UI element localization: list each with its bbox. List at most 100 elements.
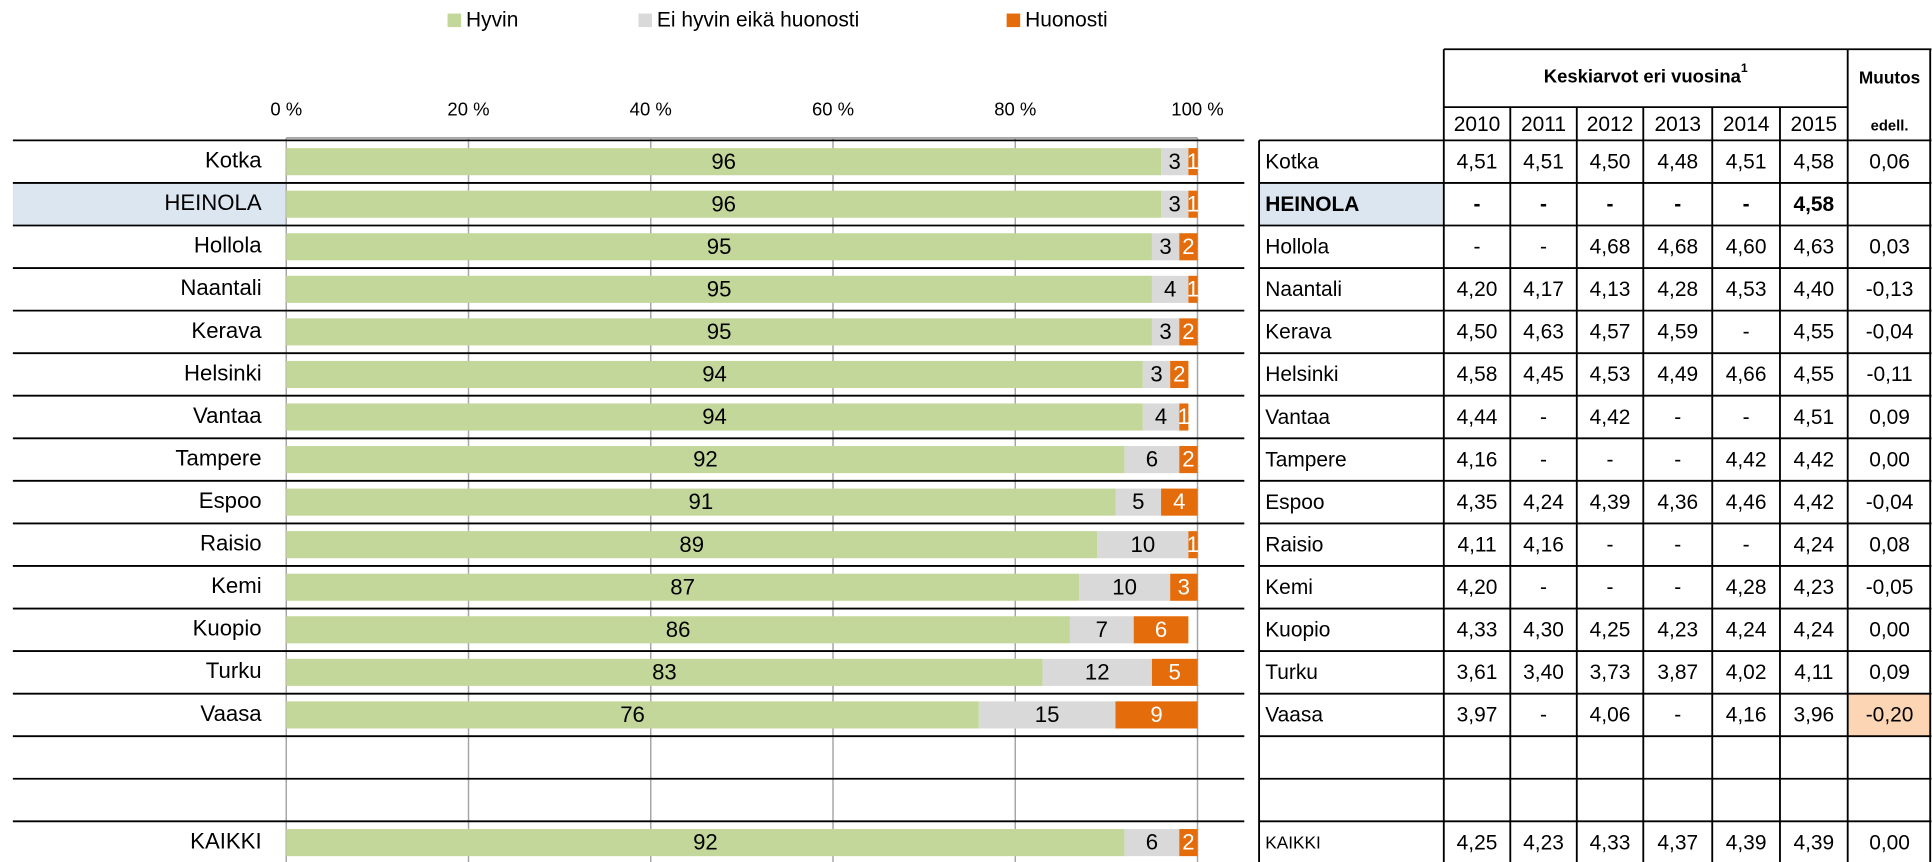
cell-value: 4,16 <box>1523 533 1564 556</box>
cell-value: 4,06 <box>1590 704 1631 727</box>
bar-value-label: 86 <box>666 617 691 642</box>
category-label: Kemi <box>211 573 261 598</box>
bar-value-label: 3 <box>1159 319 1171 344</box>
table-title-note: 1 <box>1741 61 1748 75</box>
cell-value: 4,28 <box>1657 278 1698 301</box>
cell-value: 4,33 <box>1457 619 1498 642</box>
bar-value-label: 6 <box>1146 447 1158 472</box>
cell-value: 4,49 <box>1657 363 1698 386</box>
cell-value: - <box>1607 193 1614 216</box>
x-tick-label: 20 % <box>447 99 489 120</box>
cell-value: 4,51 <box>1793 406 1834 429</box>
bar-value-label: 12 <box>1085 659 1110 684</box>
category-label: Turku <box>206 658 262 683</box>
bar-segment <box>1179 318 1198 346</box>
bar-value-label: 95 <box>707 319 732 344</box>
category-label: Hollola <box>194 233 262 258</box>
legend-swatch <box>447 13 462 28</box>
change-value: -0,04 <box>1866 491 1914 514</box>
category-label: Tampere <box>175 445 261 470</box>
cell-value: - <box>1607 576 1614 599</box>
bar-value-label: 1 <box>1187 276 1199 301</box>
cell-value: 4,55 <box>1793 363 1834 386</box>
cell-value: 4,39 <box>1590 491 1631 514</box>
bar-value-label: 6 <box>1146 830 1158 855</box>
bar-value-label: 76 <box>620 702 645 727</box>
bar-value-label: 7 <box>1096 617 1108 642</box>
change-value: 0,03 <box>1869 236 1910 259</box>
cell-value: - <box>1540 406 1547 429</box>
bar-value-label: 15 <box>1035 702 1060 727</box>
bar-segment <box>286 573 1080 601</box>
bar-value-label: 96 <box>711 191 736 216</box>
table-title-text: Keskiarvot eri vuosina <box>1544 65 1742 86</box>
cell-value: 4,50 <box>1590 150 1631 173</box>
bar-value-label: 4 <box>1155 404 1167 429</box>
cell-value: 3,97 <box>1457 704 1498 727</box>
cell-value: 3,73 <box>1590 661 1631 684</box>
bar-segment <box>1124 446 1180 474</box>
cell-value: - <box>1674 448 1681 471</box>
cell-value: 4,42 <box>1793 491 1834 514</box>
bar-segment <box>286 531 1098 559</box>
cell-value: 4,24 <box>1793 619 1834 642</box>
bar-segment <box>286 318 1152 346</box>
bar-segment <box>1188 275 1198 303</box>
cell-value: 4,17 <box>1523 278 1564 301</box>
change-value: -0,13 <box>1866 278 1914 301</box>
cell-value: - <box>1674 406 1681 429</box>
cell-value: 4,63 <box>1793 236 1834 259</box>
bar-value-label: 95 <box>707 234 732 259</box>
cell-value: 3,87 <box>1657 661 1698 684</box>
bar-segment <box>1133 616 1189 644</box>
bar-segment <box>1042 658 1152 686</box>
bar-segment <box>978 701 1116 729</box>
bar-value-label: 3 <box>1178 574 1190 599</box>
cell-value: 4,68 <box>1657 236 1698 259</box>
cell-value: - <box>1474 193 1481 216</box>
cell-value: 4,23 <box>1523 831 1564 854</box>
bar-segment <box>1170 360 1189 388</box>
highlight-cell <box>12 182 287 226</box>
bar-segment <box>1161 190 1189 218</box>
bar-segment <box>1142 403 1180 431</box>
cell-value: - <box>1674 704 1681 727</box>
category-label: Kotka <box>205 148 262 173</box>
bar-segment <box>1151 658 1198 686</box>
cell-value: 4,11 <box>1457 533 1496 556</box>
bar-segment <box>1161 148 1189 176</box>
x-tick-label: 0 % <box>270 99 302 120</box>
bar-segment <box>286 616 1070 644</box>
bar-segment <box>1179 403 1189 431</box>
cell-value: 4,33 <box>1590 831 1631 854</box>
category-label: Naantali <box>180 275 261 300</box>
change-value: 0,00 <box>1869 831 1910 854</box>
bar-value-label: 92 <box>693 447 718 472</box>
category-label: Kuopio <box>193 616 262 641</box>
bar-segment <box>286 233 1152 261</box>
cell-value: 4,16 <box>1457 448 1498 471</box>
cell-value: 4,53 <box>1590 363 1631 386</box>
cell-value: 4,50 <box>1457 321 1498 344</box>
column-header: 2013 <box>1654 113 1701 136</box>
cell-value: 4,55 <box>1793 321 1834 344</box>
cell-value: 4,24 <box>1523 491 1564 514</box>
bar-segment <box>1124 829 1180 857</box>
bar-segment <box>1188 190 1198 218</box>
bar-value-label: 10 <box>1131 532 1156 557</box>
change-highlight <box>1847 693 1932 737</box>
bar-segment <box>286 446 1125 474</box>
bar-value-label: 94 <box>702 362 727 387</box>
bar-segment <box>286 360 1143 388</box>
cell-value: - <box>1540 704 1547 727</box>
row-name: Kuopio <box>1265 619 1330 642</box>
bar-segment <box>1179 233 1198 261</box>
row-name: Turku <box>1265 661 1318 684</box>
bar-segment <box>1161 488 1198 516</box>
bar-value-label: 2 <box>1182 447 1194 472</box>
cell-value: - <box>1743 321 1750 344</box>
cell-value: 3,61 <box>1457 661 1498 684</box>
row-name: Kerava <box>1265 321 1332 344</box>
bar-value-label: 1 <box>1178 404 1190 429</box>
